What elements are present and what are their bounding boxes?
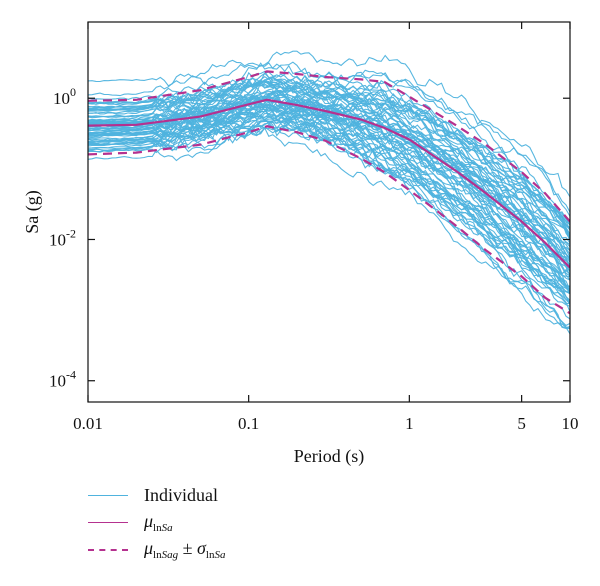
plot-frame	[87, 21, 571, 403]
individual-spectrum-line	[88, 117, 570, 292]
legend-item-band: μlnSag ± σlnSa	[88, 536, 388, 563]
x-tick-label: 1	[405, 414, 414, 433]
x-tick-label: 10	[562, 414, 579, 433]
individual-spectrum-line	[88, 107, 570, 294]
individual-spectrum-line	[88, 126, 570, 329]
y-axis: 10-4 10-2 100	[49, 85, 570, 391]
legend-item-mean: μlnSa	[88, 509, 388, 536]
x-tick-label: 0.1	[238, 414, 259, 433]
chart-area: 0.01 0.1 1 5 10 10-4 10-2 100 Period (s) Sa (g…	[22, 21, 579, 467]
individual-spectrum-line	[88, 110, 570, 327]
individual-spectrum-line	[88, 120, 570, 320]
individual-spectrum-line	[88, 122, 570, 292]
y-tick-label: 10-2	[49, 226, 76, 249]
individual-spectrum-line	[88, 120, 570, 305]
individual-spectrum-line	[88, 89, 570, 258]
x-axis-title: Period (s)	[294, 446, 365, 467]
individual-spectrum-line	[88, 122, 570, 304]
individual-spectrum-line	[88, 80, 570, 275]
legend-swatch-band	[88, 548, 128, 551]
individual-spectrum-line	[88, 76, 570, 239]
individual-series	[88, 50, 570, 335]
legend-swatch-individual	[88, 495, 128, 496]
individual-spectrum-line	[88, 72, 570, 231]
x-axis: 0.01 0.1 1 5 10	[73, 22, 579, 433]
y-tick-label: 100	[53, 85, 76, 108]
lower-band-line	[88, 125, 570, 315]
legend-item-individual: Individual	[88, 482, 388, 509]
x-tick-label: 0.01	[73, 414, 103, 433]
legend-label-individual: Individual	[144, 485, 218, 505]
individual-spectrum-line	[88, 101, 570, 281]
y-axis-title: Sa (g)	[22, 190, 43, 234]
upper-band-line	[88, 70, 570, 223]
individual-spectrum-line	[88, 50, 570, 213]
legend-swatch-mean	[88, 522, 128, 523]
individual-spectrum-line	[88, 78, 570, 251]
legend-label-band: μlnSag ± σlnSa	[144, 538, 226, 561]
statistic-series	[88, 70, 570, 315]
y-tick-label: 10-4	[49, 368, 76, 391]
legend: Individual μlnSa μlnSag ± σlnSa	[88, 482, 388, 563]
x-tick-label: 5	[517, 414, 526, 433]
mean-line	[88, 98, 570, 269]
legend-label-mean: μlnSa	[144, 511, 173, 534]
